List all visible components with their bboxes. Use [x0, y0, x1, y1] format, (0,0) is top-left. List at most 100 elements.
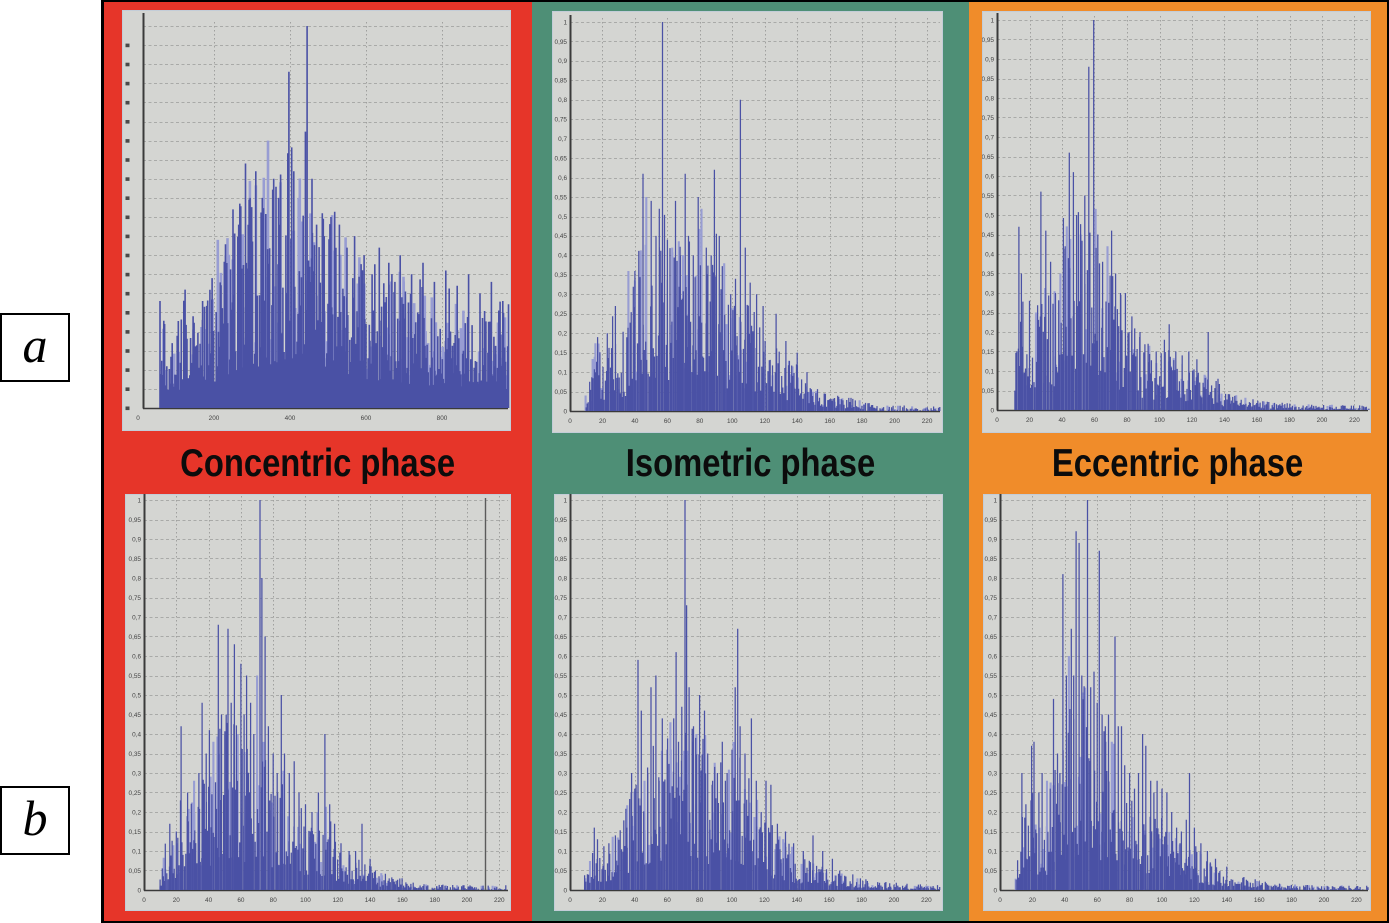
- svg-text:0,3: 0,3: [558, 292, 567, 299]
- svg-text:0,9: 0,9: [985, 56, 994, 63]
- svg-text:600: 600: [361, 415, 372, 422]
- svg-text:0,2: 0,2: [132, 809, 141, 816]
- svg-text:0,4: 0,4: [988, 731, 997, 738]
- svg-text:0,35: 0,35: [555, 272, 568, 279]
- svg-text:0,75: 0,75: [982, 115, 994, 122]
- svg-text:100: 100: [1157, 897, 1168, 904]
- svg-text:120: 120: [1189, 897, 1200, 904]
- svg-text:0,5: 0,5: [985, 212, 994, 219]
- svg-text:0,95: 0,95: [982, 37, 994, 44]
- svg-text:0,15: 0,15: [555, 350, 568, 357]
- svg-text:200: 200: [889, 418, 900, 425]
- svg-text:0,85: 0,85: [982, 76, 994, 83]
- svg-text:0,6: 0,6: [558, 653, 567, 660]
- svg-text:0,1: 0,1: [985, 368, 994, 375]
- svg-text:0,9: 0,9: [988, 536, 997, 543]
- svg-text:0,75: 0,75: [129, 595, 142, 602]
- svg-text:200: 200: [209, 415, 220, 422]
- svg-text:0,1: 0,1: [988, 848, 997, 855]
- svg-text:0,9: 0,9: [132, 536, 141, 543]
- svg-text:0,3: 0,3: [132, 770, 141, 777]
- svg-text:0,15: 0,15: [555, 829, 568, 836]
- svg-text:40: 40: [205, 897, 213, 904]
- svg-text:140: 140: [1221, 897, 1232, 904]
- svg-text:0,6: 0,6: [988, 653, 997, 660]
- svg-text:0,45: 0,45: [555, 712, 568, 719]
- svg-text:0,8: 0,8: [985, 95, 994, 102]
- svg-text:160: 160: [1252, 417, 1263, 424]
- svg-text:80: 80: [270, 897, 278, 904]
- svg-text:180: 180: [429, 897, 440, 904]
- svg-text:0,8: 0,8: [988, 575, 997, 582]
- svg-text:0,05: 0,05: [129, 868, 142, 875]
- svg-text:200: 200: [889, 897, 900, 904]
- svg-text:0,15: 0,15: [129, 829, 142, 836]
- svg-text:220: 220: [494, 897, 505, 904]
- svg-text:120: 120: [759, 897, 770, 904]
- svg-text:60: 60: [664, 418, 672, 425]
- svg-text:0,95: 0,95: [129, 517, 142, 524]
- svg-text:100: 100: [300, 897, 311, 904]
- svg-text:0,75: 0,75: [555, 117, 568, 124]
- svg-text:0,5: 0,5: [132, 692, 141, 699]
- svg-text:40: 40: [631, 418, 639, 425]
- svg-text:220: 220: [921, 897, 932, 904]
- svg-text:200: 200: [1319, 897, 1330, 904]
- svg-text:0,45: 0,45: [129, 712, 142, 719]
- svg-text:1: 1: [563, 19, 567, 26]
- svg-text:20: 20: [1029, 897, 1037, 904]
- svg-text:0,95: 0,95: [985, 517, 998, 524]
- svg-text:0,25: 0,25: [555, 311, 568, 318]
- svg-text:0: 0: [990, 407, 994, 414]
- svg-text:220: 220: [922, 418, 933, 425]
- svg-text:140: 140: [1219, 417, 1230, 424]
- svg-text:0,95: 0,95: [555, 39, 568, 46]
- svg-text:0,4: 0,4: [558, 253, 567, 260]
- svg-text:120: 120: [759, 418, 770, 425]
- svg-text:0,65: 0,65: [555, 634, 568, 641]
- svg-text:0: 0: [995, 417, 999, 424]
- svg-text:40: 40: [1058, 417, 1066, 424]
- svg-text:140: 140: [791, 897, 802, 904]
- svg-text:80: 80: [1123, 417, 1131, 424]
- svg-text:1: 1: [563, 497, 567, 504]
- svg-text:180: 180: [1284, 417, 1295, 424]
- svg-text:160: 160: [1254, 897, 1265, 904]
- svg-text:0,45: 0,45: [985, 712, 998, 719]
- svg-text:0: 0: [142, 897, 146, 904]
- svg-text:120: 120: [332, 897, 343, 904]
- svg-text:0,5: 0,5: [558, 692, 567, 699]
- svg-text:0,7: 0,7: [558, 614, 567, 621]
- svg-text:0,25: 0,25: [985, 790, 998, 797]
- svg-text:0,55: 0,55: [982, 193, 994, 200]
- svg-text:80: 80: [696, 897, 704, 904]
- svg-text:0,45: 0,45: [555, 233, 568, 240]
- svg-text:0,7: 0,7: [988, 614, 997, 621]
- svg-text:0: 0: [993, 887, 997, 894]
- svg-text:0,7: 0,7: [132, 614, 141, 621]
- svg-text:0,55: 0,55: [555, 673, 568, 680]
- svg-text:20: 20: [173, 897, 181, 904]
- svg-text:0,25: 0,25: [982, 310, 994, 317]
- svg-text:0,9: 0,9: [558, 58, 567, 65]
- svg-text:140: 140: [365, 897, 376, 904]
- svg-text:0,15: 0,15: [982, 349, 994, 356]
- svg-text:0,2: 0,2: [985, 329, 994, 336]
- svg-text:60: 60: [237, 897, 245, 904]
- svg-text:0,75: 0,75: [985, 595, 998, 602]
- svg-text:0,7: 0,7: [985, 134, 994, 141]
- svg-text:180: 180: [856, 897, 867, 904]
- svg-text:180: 180: [857, 418, 868, 425]
- svg-text:0,85: 0,85: [985, 556, 998, 563]
- svg-text:200: 200: [1317, 417, 1328, 424]
- svg-text:0,1: 0,1: [558, 369, 567, 376]
- svg-text:80: 80: [696, 418, 704, 425]
- svg-text:0,35: 0,35: [982, 271, 994, 278]
- svg-text:0,35: 0,35: [985, 751, 998, 758]
- svg-text:0,05: 0,05: [982, 388, 994, 395]
- svg-text:60: 60: [664, 897, 672, 904]
- svg-text:20: 20: [599, 897, 607, 904]
- svg-text:0,2: 0,2: [988, 809, 997, 816]
- svg-text:0,15: 0,15: [985, 829, 998, 836]
- svg-text:0: 0: [137, 887, 141, 894]
